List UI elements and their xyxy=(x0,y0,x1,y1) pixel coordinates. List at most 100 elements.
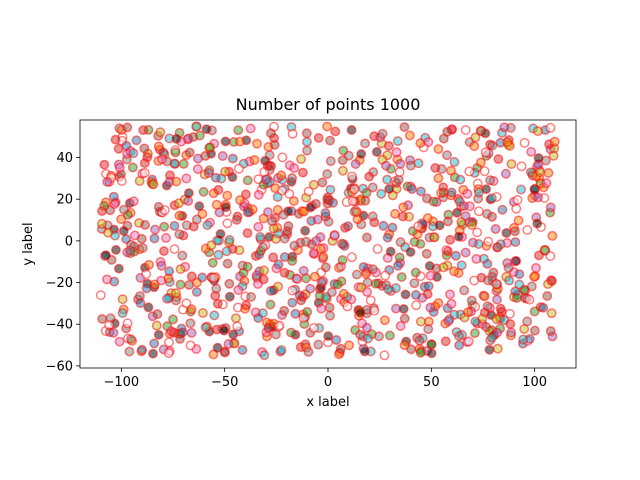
scatter-point xyxy=(316,277,327,288)
scatter-point xyxy=(296,154,307,165)
scatter-point xyxy=(372,244,383,254)
scatter-point xyxy=(384,330,395,341)
scatter-point xyxy=(303,346,314,357)
y-axis-label: y label xyxy=(21,222,36,265)
scatter-point xyxy=(547,230,558,241)
scatter-point xyxy=(219,325,230,336)
scatter-point xyxy=(510,237,521,248)
scatter-point xyxy=(445,234,456,245)
scatter-point xyxy=(534,250,544,261)
scatter-point xyxy=(289,163,300,174)
scatter-point xyxy=(320,262,331,273)
scatter-point xyxy=(143,302,154,313)
scatter-point xyxy=(532,218,543,229)
scatter-point xyxy=(302,136,312,147)
scatter-point xyxy=(101,250,111,261)
scatter-point xyxy=(230,313,241,324)
scatter-point xyxy=(223,339,234,349)
scatter-point xyxy=(452,207,463,218)
scatter-point xyxy=(518,334,529,345)
scatter-point xyxy=(481,322,492,333)
scatter-point xyxy=(117,308,128,319)
scatter-point xyxy=(453,231,464,242)
scatter-point xyxy=(506,159,517,169)
y-tick-label: −60 xyxy=(46,359,73,374)
scatter-point xyxy=(240,189,251,200)
scatter-point xyxy=(360,138,370,149)
scatter-point xyxy=(382,232,393,243)
scatter-point xyxy=(438,187,449,198)
scatter-point xyxy=(370,278,381,289)
scatter-point xyxy=(139,167,150,178)
scatter-point xyxy=(318,251,329,262)
scatter-point xyxy=(469,328,480,339)
scatter-point xyxy=(505,319,516,329)
scatter-point xyxy=(191,214,202,225)
scatter-point xyxy=(174,210,185,221)
scatter-point xyxy=(279,267,290,278)
scatter-point xyxy=(396,272,407,282)
scatter-point xyxy=(404,130,415,141)
scatter-point xyxy=(398,304,409,314)
scatter-point xyxy=(135,298,146,309)
scatter-point xyxy=(514,279,525,290)
scatter-point xyxy=(288,196,299,207)
scatter-point xyxy=(482,301,493,312)
scatter-point xyxy=(276,345,287,356)
scatter-point xyxy=(171,288,181,299)
scatter-point xyxy=(405,160,416,171)
scatter-point xyxy=(491,279,502,289)
scatter-point xyxy=(535,167,546,177)
scatter-point xyxy=(252,138,262,149)
scatter-point xyxy=(163,348,174,359)
scatter-point xyxy=(184,147,195,158)
scatter-point xyxy=(168,314,178,325)
scatter-point xyxy=(305,202,316,213)
scatter-point xyxy=(303,186,314,197)
scatter-point xyxy=(399,122,410,133)
scatter-point xyxy=(382,174,393,185)
scatter-point xyxy=(545,202,556,213)
scatter-point xyxy=(148,179,159,190)
scatter-point xyxy=(99,159,110,170)
scatter-point xyxy=(153,201,164,212)
scatter-point xyxy=(361,322,372,333)
scatter-point xyxy=(541,178,552,189)
scatter-point xyxy=(110,134,121,145)
scatter-point xyxy=(423,324,434,335)
scatter-point xyxy=(543,168,554,178)
scatter-point xyxy=(509,226,520,237)
scatter-point xyxy=(140,220,151,230)
scatter-point xyxy=(466,295,477,306)
scatter-point xyxy=(346,125,357,135)
scatter-point xyxy=(468,237,478,248)
scatter-point xyxy=(242,207,253,218)
scatter-point xyxy=(211,199,222,210)
scatter-point xyxy=(95,290,106,301)
scatter-point xyxy=(473,187,484,198)
scatter-point xyxy=(317,177,328,188)
scatter-point xyxy=(470,316,481,327)
scatter-point xyxy=(97,313,108,324)
scatter-point xyxy=(114,336,125,347)
scatter-point xyxy=(124,346,135,357)
y-tick-label: 0 xyxy=(65,234,73,249)
scatter-point xyxy=(137,344,148,355)
scatter-point xyxy=(253,313,264,324)
scatter-point xyxy=(483,236,494,247)
scatter-point xyxy=(169,244,180,255)
scatter-point xyxy=(475,126,486,136)
scatter-point xyxy=(263,207,273,218)
scatter-point xyxy=(220,166,231,177)
points-layer xyxy=(95,121,560,361)
scatter-point xyxy=(210,172,221,183)
scatter-point xyxy=(282,226,293,237)
scatter-point xyxy=(511,203,522,214)
scatter-point xyxy=(173,198,184,209)
scatter-point xyxy=(491,314,502,325)
scatter-point xyxy=(102,274,112,285)
scatter-point xyxy=(338,165,348,176)
scatter-point xyxy=(186,304,197,315)
scatter-point xyxy=(337,255,348,266)
scatter-point xyxy=(265,285,276,296)
